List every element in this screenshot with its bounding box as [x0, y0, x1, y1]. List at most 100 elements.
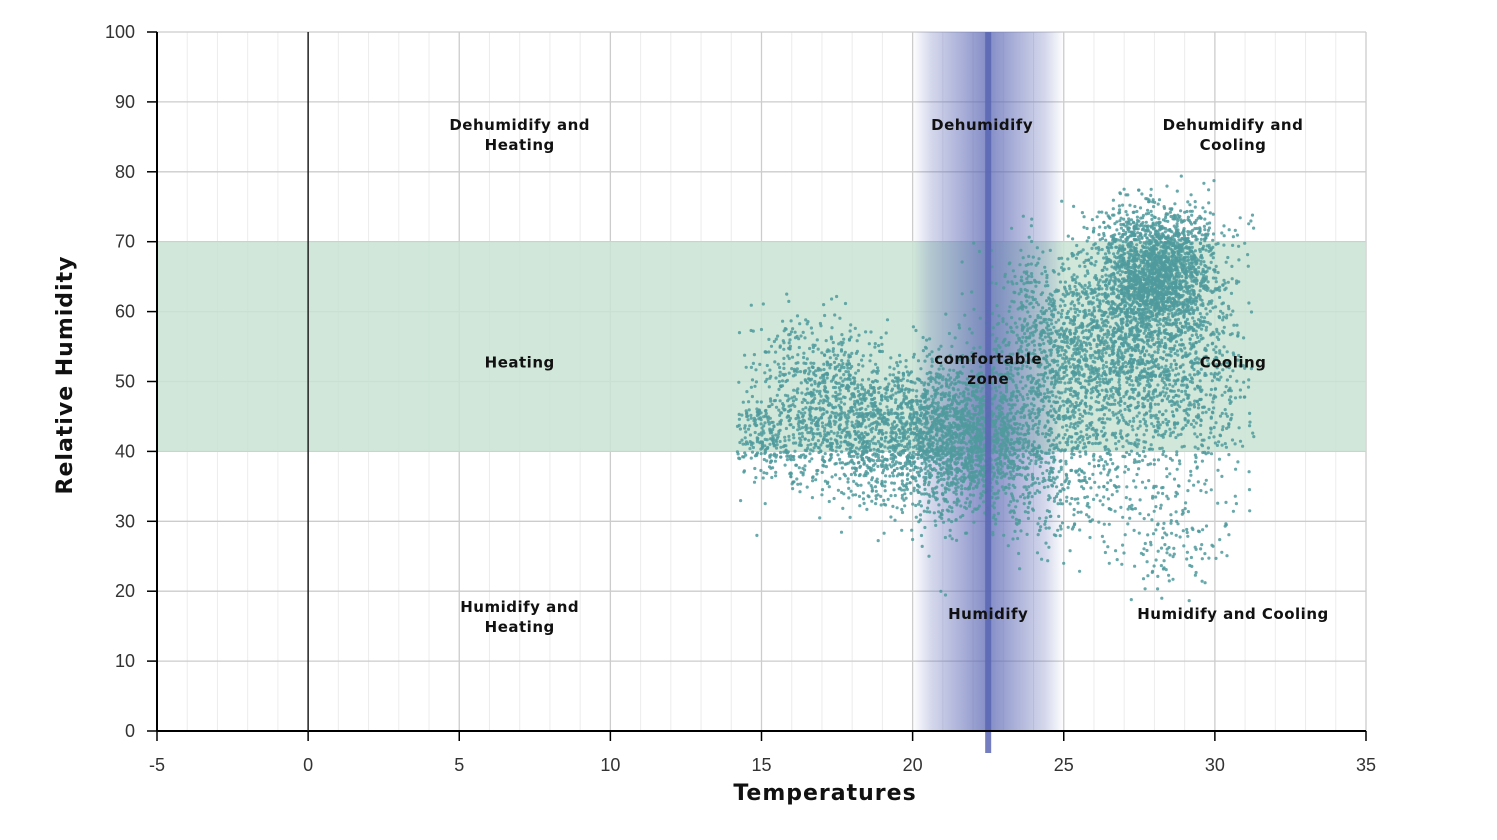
- data-point: [943, 593, 948, 597]
- data-point: [924, 471, 928, 476]
- data-point: [1059, 459, 1063, 463]
- data-point: [802, 419, 807, 423]
- data-point: [936, 387, 940, 391]
- data-point: [1088, 407, 1092, 411]
- data-point: [970, 464, 974, 468]
- data-point: [1046, 376, 1050, 380]
- data-point: [869, 393, 873, 397]
- data-point: [1008, 450, 1012, 454]
- data-point: [874, 489, 878, 493]
- data-point: [857, 494, 862, 498]
- data-point: [935, 427, 940, 431]
- data-point: [932, 460, 936, 464]
- data-point: [1152, 395, 1156, 399]
- data-point: [991, 333, 995, 337]
- data-point: [883, 395, 887, 399]
- data-point: [883, 457, 887, 461]
- data-point: [1069, 422, 1073, 426]
- data-point: [1189, 469, 1193, 473]
- data-point: [954, 518, 958, 522]
- data-point: [991, 530, 995, 534]
- data-point: [783, 439, 787, 443]
- data-point: [962, 390, 966, 394]
- data-point: [1171, 384, 1175, 388]
- data-point: [1015, 467, 1019, 472]
- data-point: [805, 401, 810, 405]
- data-point: [1048, 514, 1052, 519]
- data-point: [834, 395, 838, 399]
- data-point: [928, 463, 932, 467]
- data-point: [1055, 379, 1059, 383]
- data-point: [1070, 496, 1074, 501]
- data-point: [829, 429, 833, 434]
- data-point: [970, 442, 974, 446]
- data-point: [890, 412, 894, 416]
- data-point: [907, 387, 911, 391]
- data-point: [1080, 303, 1085, 307]
- data-point: [1070, 449, 1074, 453]
- data-point: [1196, 480, 1200, 484]
- data-point: [909, 370, 914, 374]
- data-point: [845, 422, 849, 426]
- data-point: [1146, 367, 1150, 371]
- data-point: [954, 489, 958, 493]
- data-point: [796, 482, 800, 486]
- data-point: [793, 404, 797, 408]
- data-point: [964, 501, 968, 505]
- data-point: [958, 392, 963, 396]
- data-point: [991, 533, 995, 537]
- data-point: [1053, 308, 1057, 312]
- data-point: [846, 366, 850, 370]
- data-point: [898, 431, 902, 435]
- data-point: [854, 493, 858, 497]
- data-point: [920, 422, 924, 426]
- data-point: [1035, 415, 1039, 419]
- data-point: [956, 497, 960, 501]
- data-point: [915, 389, 919, 393]
- data-point: [1003, 485, 1008, 490]
- data-point: [1079, 355, 1083, 359]
- data-point: [1001, 412, 1005, 416]
- data-point: [922, 509, 926, 513]
- data-point: [911, 388, 915, 392]
- data-point: [979, 354, 983, 358]
- data-point: [1060, 483, 1064, 487]
- data-point: [869, 411, 873, 415]
- data-point: [944, 460, 948, 464]
- data-point: [951, 425, 956, 429]
- data-point: [798, 441, 802, 445]
- data-point: [804, 449, 809, 453]
- data-point: [1093, 356, 1097, 360]
- data-point: [1137, 454, 1142, 458]
- data-point: [995, 336, 999, 341]
- data-point: [1026, 473, 1030, 477]
- data-point: [936, 408, 940, 412]
- data-point: [992, 397, 996, 401]
- data-point: [916, 490, 920, 494]
- data-point: [860, 378, 865, 382]
- data-point: [1018, 448, 1022, 452]
- data-point: [794, 463, 798, 467]
- data-point: [842, 353, 846, 357]
- data-point: [1011, 483, 1015, 487]
- data-point: [1089, 375, 1093, 379]
- data-point: [921, 396, 925, 400]
- data-point: [1160, 446, 1164, 450]
- data-point: [950, 436, 955, 440]
- data-point: [993, 377, 997, 381]
- data-point: [1032, 440, 1036, 444]
- data-point: [1233, 442, 1237, 446]
- data-point: [844, 462, 849, 466]
- data-point: [850, 423, 854, 428]
- data-point: [1057, 272, 1061, 276]
- data-point: [926, 469, 930, 473]
- data-point: [932, 511, 936, 515]
- data-point: [873, 345, 877, 349]
- data-point: [902, 428, 906, 432]
- data-point: [965, 531, 969, 535]
- data-point: [909, 423, 913, 428]
- data-point: [971, 389, 975, 394]
- data-point: [864, 391, 868, 395]
- data-point: [821, 441, 825, 445]
- data-point: [948, 368, 952, 372]
